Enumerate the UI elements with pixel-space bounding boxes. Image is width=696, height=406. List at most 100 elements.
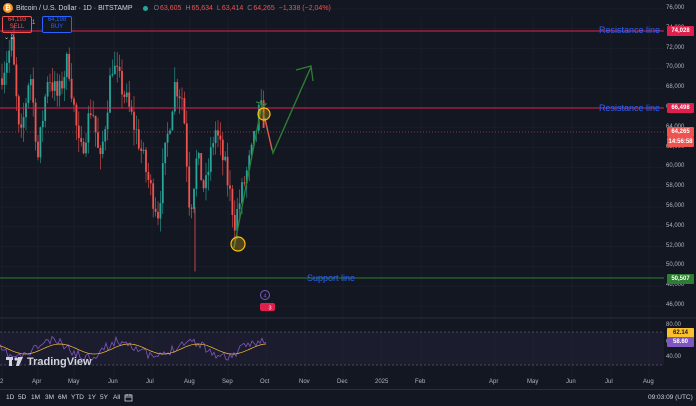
candle-body — [238, 203, 241, 209]
candle-body — [135, 129, 138, 130]
sell-button[interactable]: 64,193 SELL — [2, 16, 32, 33]
candle-body — [53, 81, 56, 91]
candle-body — [25, 103, 27, 118]
candle-body — [32, 79, 35, 103]
dividend-marker-icon[interactable] — [260, 290, 270, 300]
candle-body — [219, 135, 222, 140]
candle-body — [195, 158, 198, 189]
buy-button[interactable]: 64,198 BUY — [42, 16, 72, 33]
time-axis-tick: 2025 — [375, 379, 389, 385]
candle-body — [106, 112, 109, 130]
price-axis-tick: 64,000 — [666, 124, 694, 130]
buy-price: 64,198 — [47, 17, 67, 23]
candle-body — [241, 182, 243, 204]
time-axis-tick: Feb — [415, 379, 426, 385]
candle-body — [75, 104, 78, 126]
price-axis-tick: 52,000 — [666, 242, 685, 249]
news-count-label: 3 — [268, 306, 271, 312]
candle-body — [176, 82, 179, 97]
rsi-axis-tag: 62.14 — [667, 328, 694, 338]
buy-label: BUY — [50, 24, 64, 30]
candle-body — [41, 120, 44, 128]
candle-body — [164, 142, 167, 164]
candle-body — [51, 82, 54, 91]
price-axis-tick: 46,000 — [666, 302, 685, 308]
symbol-title[interactable]: Bitcoin / U.S. Dollar · 1D · BITSTAMP — [16, 4, 133, 12]
price-axis-tick: 58,000 — [666, 183, 685, 190]
time-axis-tick: Jun — [566, 379, 576, 385]
timeframe-1y[interactable]: 1Y — [88, 394, 96, 401]
support-line-label: Support line — [307, 273, 356, 283]
candle-body — [27, 85, 30, 104]
ohlc-close-label: C — [247, 4, 253, 12]
candle-body — [181, 98, 183, 99]
tradingview-logo[interactable]: TradingView — [6, 356, 92, 368]
candle-body — [104, 129, 107, 142]
candle-body — [209, 147, 212, 172]
candle-body — [70, 78, 73, 99]
candle-body — [10, 36, 13, 51]
ohlc-low-value: 63,414 — [221, 4, 244, 12]
price-axis-tag: 50,507 — [667, 274, 694, 284]
time-axis-tick: Nov — [299, 379, 310, 385]
ohlc-high-label: H — [185, 4, 191, 12]
candle-body — [224, 156, 227, 161]
rsi-axis-tick: 40.00 — [666, 354, 682, 360]
candle-body — [183, 98, 186, 124]
price-axis-tick: 68,000 — [666, 84, 685, 91]
uptrend-arrow-line — [233, 103, 263, 249]
candle-body — [197, 153, 200, 159]
candle-body — [82, 141, 85, 154]
timeframe-5y[interactable]: 5Y — [100, 394, 108, 401]
support-touch-circle — [230, 236, 246, 252]
timeframe-6m[interactable]: 6M — [58, 394, 68, 401]
price-axis-tick: 60,000 — [666, 163, 685, 170]
candle-body — [17, 96, 20, 125]
candle-body — [212, 143, 215, 148]
candle-body — [49, 82, 51, 83]
market-status-dot — [142, 5, 148, 11]
candle-body — [149, 180, 152, 184]
candle-body — [118, 66, 121, 72]
price-axis-tag: 64,265 — [667, 127, 694, 137]
timeframe-3m[interactable]: 3M — [45, 394, 55, 401]
candle-body — [20, 124, 23, 128]
sell-label: SELL — [9, 24, 25, 30]
price-axis-tag: 14:56:58 — [667, 137, 694, 147]
candle-body — [61, 80, 63, 89]
candle-body — [178, 96, 181, 99]
candle-body — [217, 130, 219, 136]
candle-body — [99, 147, 102, 155]
timeframe-5d[interactable]: 5D — [18, 394, 27, 401]
calendar-icon[interactable] — [124, 393, 133, 402]
candle-body — [109, 75, 111, 113]
timeframe-ytd[interactable]: YTD — [71, 394, 84, 401]
indicators-toggle[interactable]: ⌄ 2 — [4, 35, 15, 41]
candle-body — [97, 132, 99, 148]
timeframe-all[interactable]: All — [113, 394, 121, 401]
bottom-toolbar: 1D 5D 1M 3M 6M YTD 1Y 5Y All 09:03:09 (U… — [0, 389, 696, 406]
candle-body — [3, 72, 6, 85]
candle-body — [171, 111, 174, 131]
bitcoin-logo: ₿ — [3, 3, 13, 13]
utc-clock[interactable]: 09:03:09 (UTC) — [648, 394, 693, 401]
candle-body — [13, 36, 15, 65]
candle-body — [137, 129, 140, 149]
timeframe-1m[interactable]: 1M — [31, 394, 41, 401]
candle-body — [142, 149, 145, 151]
symbol-header[interactable]: ₿ Bitcoin / U.S. Dollar · 1D · BITSTAMP … — [0, 0, 335, 16]
pullback-arrow-line — [264, 117, 273, 151]
time-axis-tick: Jul — [605, 379, 613, 385]
price-axis-tick: 54,000 — [666, 222, 685, 229]
rsi-axis-tag: 58.60 — [667, 337, 694, 347]
timeframe-1d[interactable]: 1D — [6, 394, 15, 401]
candle-body — [233, 214, 236, 231]
candle-body — [236, 208, 239, 231]
candle-body — [5, 62, 8, 73]
candle-body — [128, 92, 131, 107]
price-axis-tick: 50,000 — [666, 262, 685, 269]
candle-body — [85, 142, 87, 154]
news-marker-icon[interactable] — [260, 303, 275, 311]
candle-body — [1, 78, 3, 85]
